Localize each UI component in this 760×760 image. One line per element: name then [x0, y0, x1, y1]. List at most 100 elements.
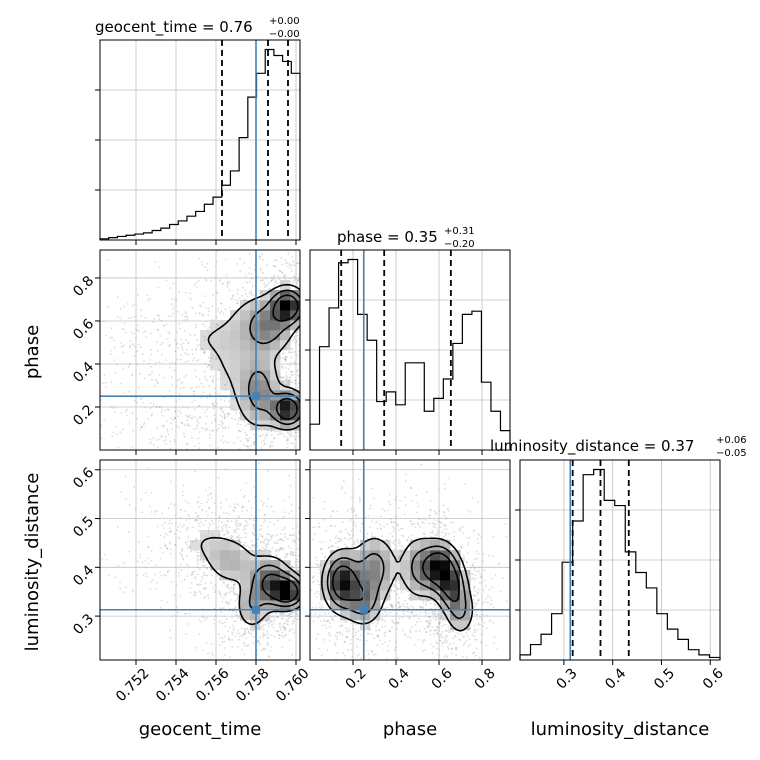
- sample-point: [445, 518, 447, 520]
- sample-point: [397, 621, 400, 624]
- sample-point: [279, 547, 282, 550]
- sample-point: [201, 615, 204, 618]
- sample-point: [232, 397, 235, 400]
- sample-point: [119, 317, 121, 320]
- sample-point: [292, 260, 295, 263]
- sample-point: [270, 538, 273, 541]
- sample-point: [371, 532, 373, 535]
- sample-point: [297, 262, 300, 265]
- sample-point: [224, 594, 227, 597]
- sample-point: [409, 520, 412, 523]
- sample-point: [485, 597, 488, 600]
- title-geocent-time-sup: +0.00: [269, 16, 300, 27]
- sample-point: [293, 541, 296, 544]
- sample-point: [288, 612, 291, 615]
- sample-point: [418, 517, 421, 520]
- sample-point: [177, 347, 180, 350]
- sample-point: [285, 378, 288, 381]
- sample-point: [216, 574, 219, 577]
- sample-point: [313, 575, 316, 578]
- sample-point: [374, 535, 377, 538]
- sample-point: [253, 294, 255, 297]
- sample-point: [226, 412, 229, 415]
- sample-point: [260, 500, 263, 503]
- sample-point: [165, 359, 167, 362]
- sample-point: [163, 424, 165, 427]
- sample-point: [241, 286, 244, 289]
- sample-point: [191, 571, 193, 574]
- sample-point: [453, 539, 456, 542]
- sample-point: [177, 571, 180, 574]
- sample-point: [239, 430, 242, 433]
- density-cell: [220, 340, 231, 351]
- sample-point: [206, 566, 208, 569]
- sample-point: [160, 434, 163, 437]
- sample-point: [412, 598, 415, 600]
- sample-point: [229, 598, 232, 601]
- density-cell: [340, 550, 351, 561]
- sample-point: [289, 277, 292, 280]
- sample-point: [145, 336, 148, 339]
- sample-point: [267, 633, 270, 636]
- sample-point: [489, 619, 492, 622]
- sample-point: [376, 622, 379, 625]
- sample-point: [149, 358, 151, 361]
- density-cell: [370, 570, 381, 581]
- title-geocent-time-sub: −0.00: [269, 29, 300, 40]
- sample-point: [105, 386, 107, 389]
- density-cell: [200, 540, 211, 551]
- density-cell: [280, 600, 291, 611]
- sample-point: [229, 656, 232, 659]
- sample-point: [446, 640, 449, 643]
- sample-point: [221, 282, 223, 285]
- sample-point: [408, 598, 411, 601]
- sample-point: [235, 611, 238, 613]
- sample-point: [181, 526, 184, 528]
- density-cell: [330, 590, 341, 601]
- sample-point: [460, 527, 462, 530]
- sample-point: [437, 617, 440, 620]
- sample-point: [336, 631, 339, 634]
- sample-point: [445, 641, 448, 644]
- sample-point: [227, 282, 230, 285]
- sample-point: [287, 545, 290, 548]
- sample-point: [417, 638, 419, 641]
- sample-point: [230, 538, 233, 540]
- sample-point: [296, 561, 299, 564]
- sample-point: [247, 272, 250, 275]
- sample-point: [226, 519, 229, 522]
- density-cell: [240, 600, 251, 611]
- sample-point: [384, 625, 387, 628]
- sample-point: [285, 378, 288, 381]
- y-tick-label: 0.8: [70, 273, 97, 300]
- sample-point: [236, 436, 239, 439]
- sample-point: [203, 351, 206, 354]
- sample-point: [475, 617, 478, 620]
- sample-point: [226, 537, 229, 539]
- sample-point: [468, 638, 471, 640]
- sample-point: [466, 635, 469, 637]
- sample-point: [178, 392, 181, 395]
- sample-point: [453, 531, 456, 534]
- sample-point: [297, 431, 300, 434]
- sample-point: [144, 406, 146, 409]
- sample-point: [429, 602, 432, 605]
- sample-point: [319, 564, 322, 567]
- density-cell: [450, 570, 461, 581]
- sample-point: [150, 441, 153, 444]
- sample-point: [158, 314, 161, 317]
- sample-point: [371, 535, 374, 538]
- sample-point: [278, 634, 281, 636]
- sample-point: [144, 560, 147, 562]
- sample-point: [357, 653, 360, 655]
- sample-point: [397, 541, 400, 544]
- sample-point: [253, 433, 256, 436]
- sample-point: [258, 548, 261, 551]
- sample-point: [338, 537, 341, 540]
- sample-point: [179, 343, 182, 346]
- sample-point: [426, 599, 429, 602]
- density-cell: [230, 310, 241, 321]
- sample-point: [273, 541, 276, 543]
- sample-point: [432, 617, 435, 619]
- sample-point: [293, 360, 296, 363]
